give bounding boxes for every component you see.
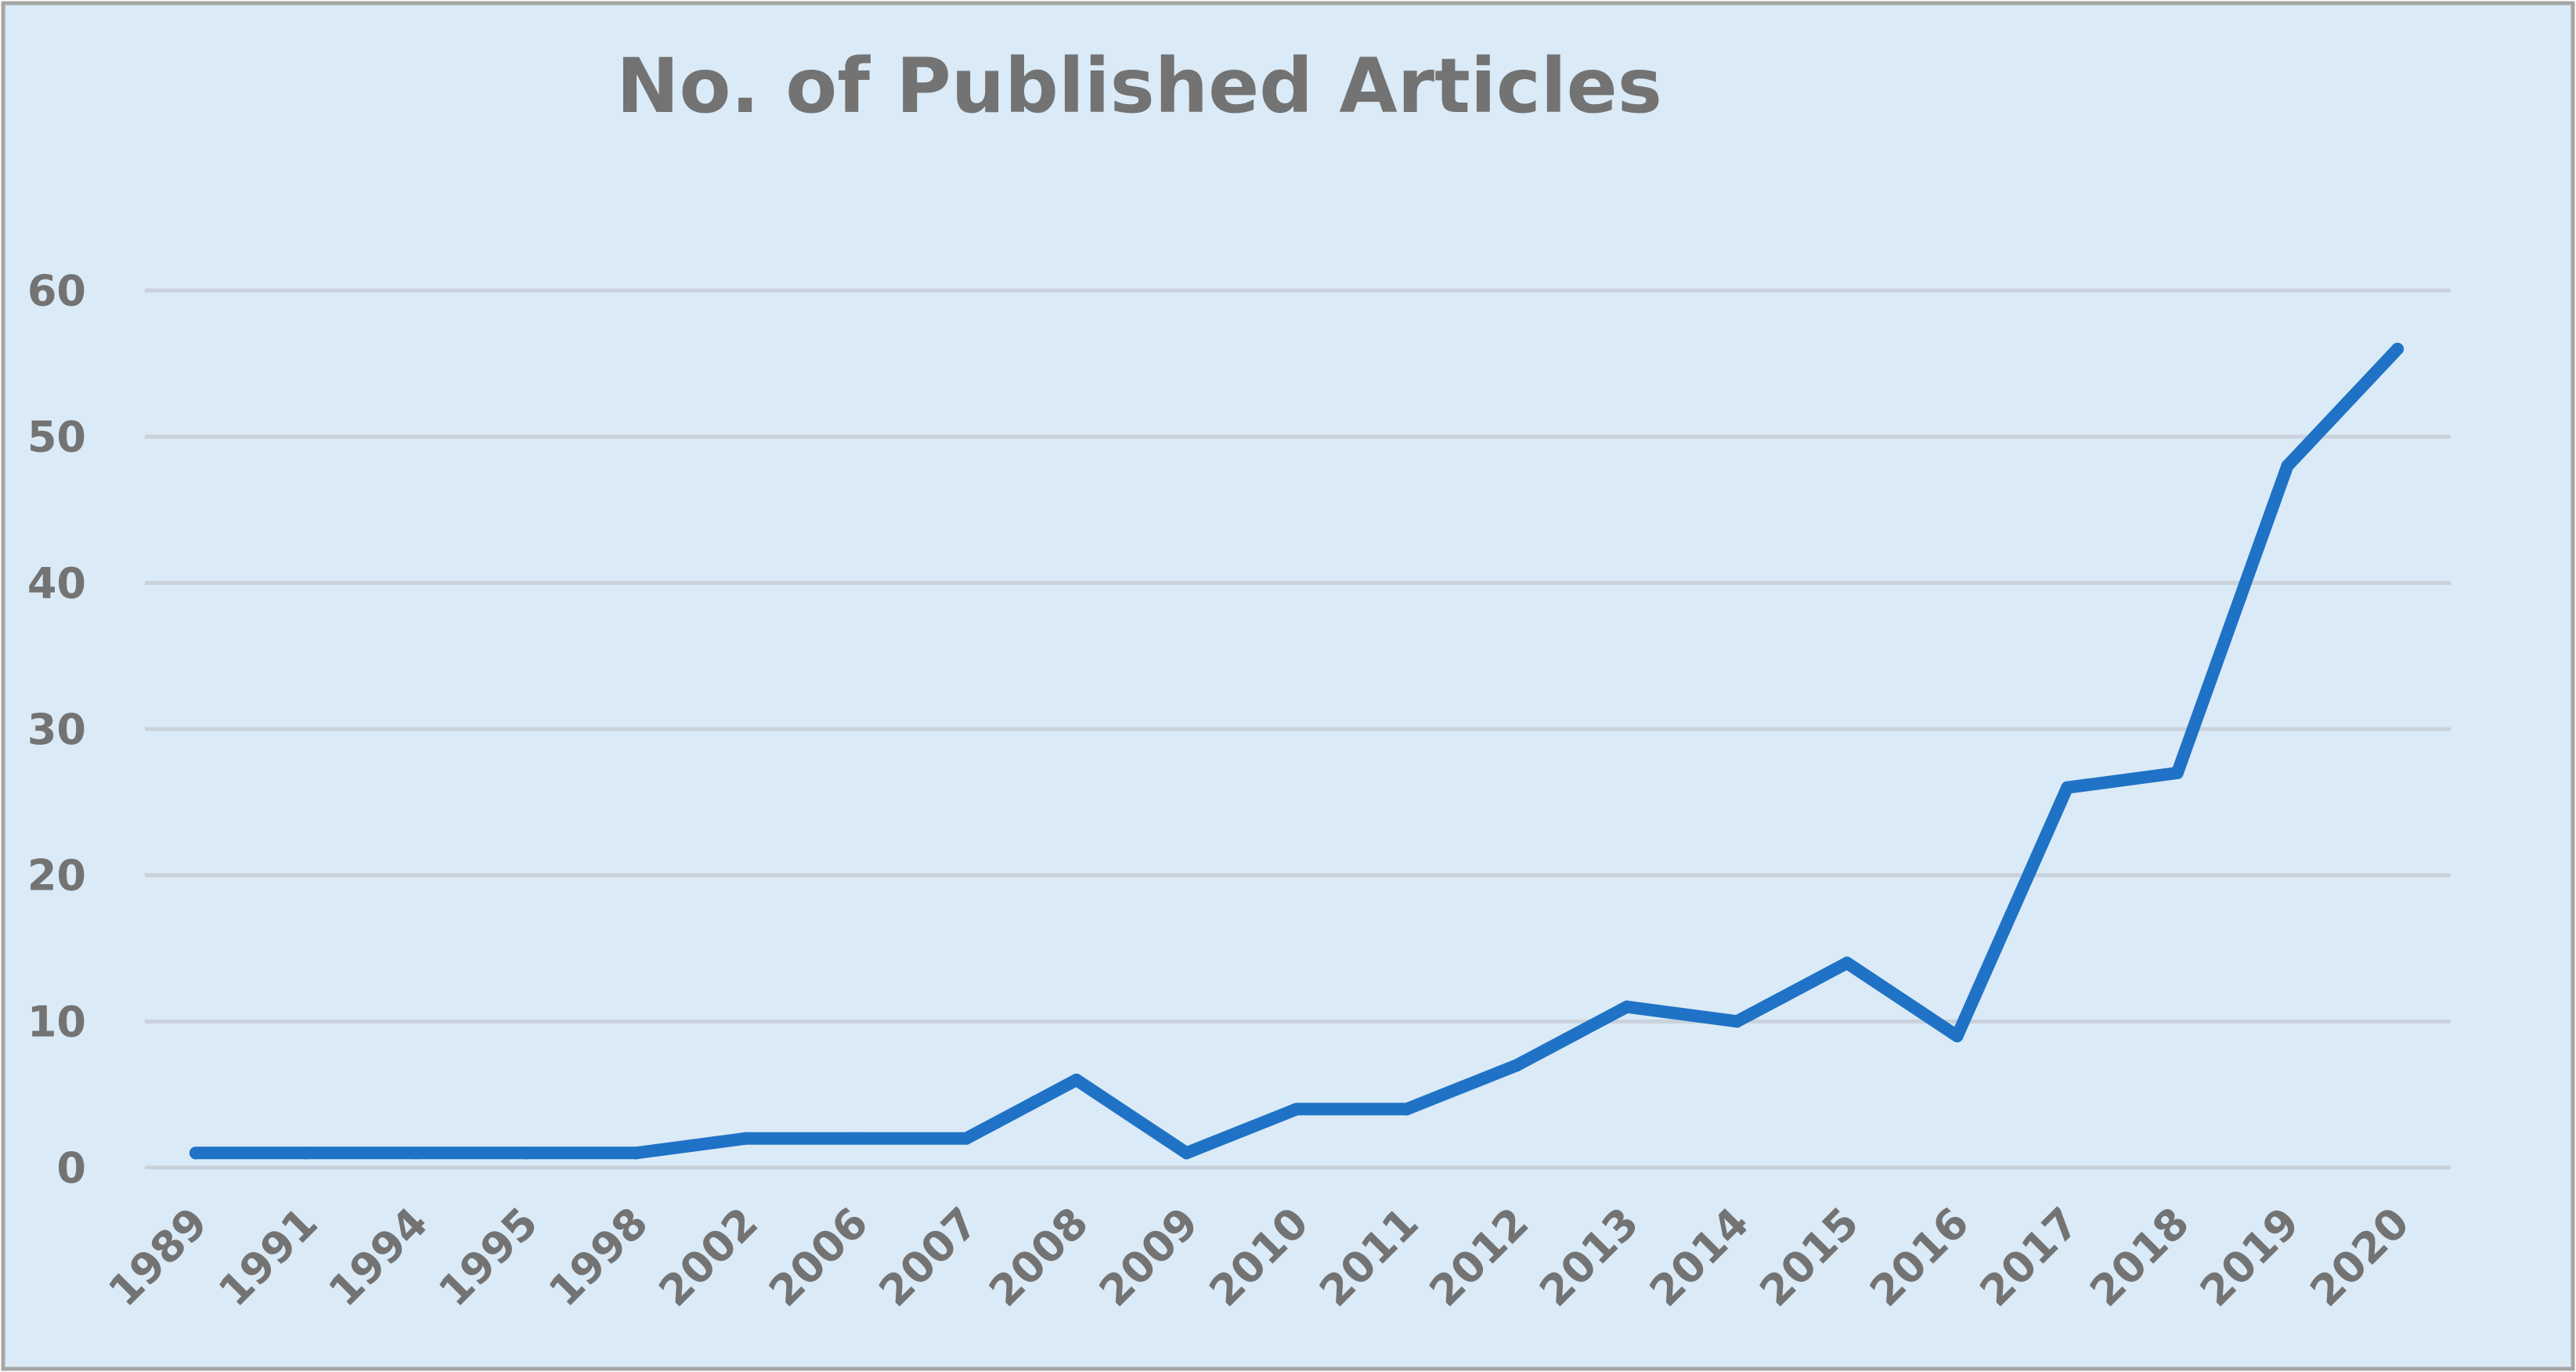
y-tick-label: 10 xyxy=(27,997,86,1046)
data-point xyxy=(1950,1030,1964,1042)
data-point xyxy=(630,1146,643,1160)
y-tick-label: 60 xyxy=(27,266,86,316)
y-tick-label: 0 xyxy=(56,1143,86,1193)
data-point xyxy=(1290,1103,1303,1116)
data-point xyxy=(1180,1146,1193,1160)
data-point xyxy=(2170,767,2184,779)
data-point xyxy=(1400,1103,1413,1116)
data-point xyxy=(2061,781,2074,794)
data-point xyxy=(299,1146,312,1160)
data-point xyxy=(1620,1000,1633,1013)
y-tick-label: 20 xyxy=(27,851,86,901)
gridlines xyxy=(145,288,2451,1170)
y-tick-label: 40 xyxy=(27,558,86,608)
y-tick-label: 30 xyxy=(27,705,86,754)
y-tick-label: 50 xyxy=(27,413,86,462)
data-point xyxy=(850,1132,863,1145)
data-point xyxy=(2281,460,2294,472)
y-axis-tick-labels: 0 10 20 30 40 50 60 xyxy=(27,266,86,1193)
data-point xyxy=(1730,1015,1744,1028)
data-point xyxy=(1510,1059,1524,1072)
data-point xyxy=(1841,956,1853,969)
data-point xyxy=(960,1132,973,1145)
data-point xyxy=(1070,1074,1083,1086)
data-point xyxy=(740,1132,752,1145)
data-point xyxy=(519,1146,532,1160)
chart-title: No. of Published Articles xyxy=(616,42,1662,130)
series-lines xyxy=(189,342,2404,1160)
data-point xyxy=(189,1146,202,1160)
data-point xyxy=(409,1146,423,1160)
data-point xyxy=(2391,342,2404,356)
